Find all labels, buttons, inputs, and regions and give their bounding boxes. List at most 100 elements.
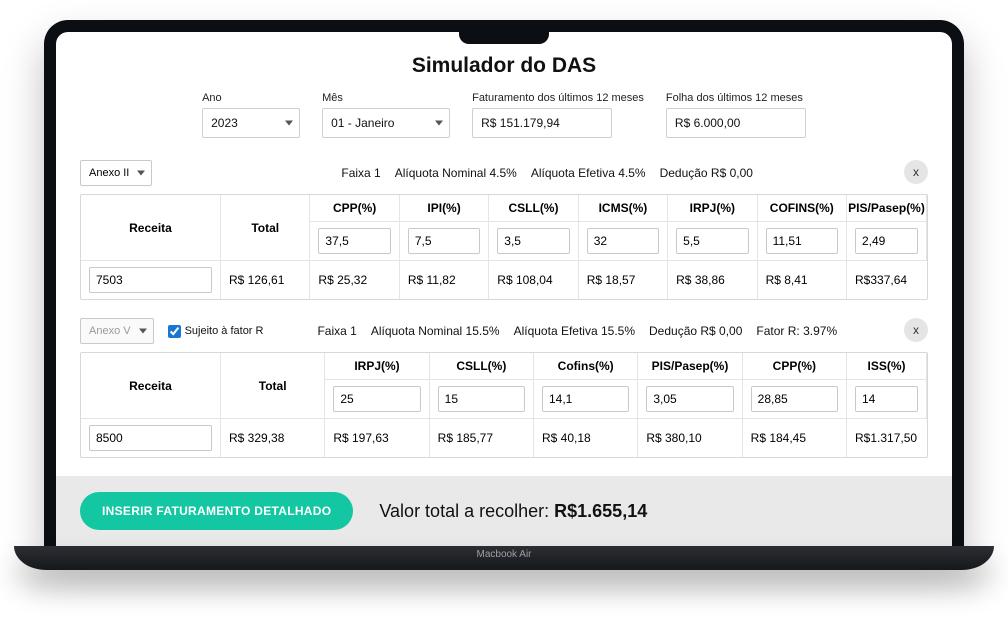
receita-cell bbox=[81, 261, 221, 299]
col-header: IPI(%) bbox=[400, 195, 489, 222]
percent-input[interactable] bbox=[855, 386, 918, 412]
anexo-block: Anexo II Faixa 1Alíquota Nominal 4.5%Alíq… bbox=[80, 160, 928, 300]
total-amount: R$1.655,14 bbox=[554, 501, 647, 521]
percent-input[interactable] bbox=[766, 228, 838, 254]
receita-header: Receita bbox=[81, 353, 221, 419]
revenue12-input[interactable]: R$ 151.179,94 bbox=[472, 108, 612, 138]
money-cell: R$ 126,61 bbox=[221, 261, 310, 299]
percent-cell bbox=[310, 222, 399, 261]
col-header: CPP(%) bbox=[743, 353, 847, 380]
total-text: Valor total a recolher: R$1.655,14 bbox=[379, 501, 647, 522]
percent-input[interactable] bbox=[855, 228, 918, 254]
page-title: Simulador do DAS bbox=[80, 54, 928, 78]
year-select[interactable]: 2023 bbox=[202, 108, 300, 138]
percent-cell bbox=[430, 380, 534, 419]
col-header: IRPJ(%) bbox=[325, 353, 429, 380]
month-select[interactable]: 01 - Janeiro bbox=[322, 108, 450, 138]
col-header: PIS/Pasep(%) bbox=[638, 353, 742, 380]
col-header: COFINS(%) bbox=[758, 195, 847, 222]
percent-cell bbox=[743, 380, 847, 419]
receita-input[interactable] bbox=[89, 267, 212, 293]
remove-anexo-button[interactable]: x bbox=[904, 160, 928, 184]
percent-input[interactable] bbox=[438, 386, 525, 412]
month-label: Mês bbox=[322, 92, 450, 104]
info-aliq_nominal: Alíquota Nominal 15.5% bbox=[371, 324, 500, 338]
receita-input[interactable] bbox=[89, 425, 212, 451]
percent-input[interactable] bbox=[542, 386, 629, 412]
year-value: 2023 bbox=[211, 116, 238, 130]
receita-header: Receita bbox=[81, 195, 221, 261]
camera-notch bbox=[459, 32, 549, 44]
anexo-info: Faixa 1 Alíquota Nominal 15.5% Alíquota Ef… bbox=[317, 324, 837, 338]
percent-cell bbox=[847, 380, 927, 419]
money-cell: R$ 185,77 bbox=[430, 419, 534, 457]
percent-cell bbox=[579, 222, 668, 261]
year-field: Ano 2023 bbox=[202, 92, 300, 138]
total-header: Total bbox=[221, 195, 310, 261]
year-label: Ano bbox=[202, 92, 300, 104]
percent-input[interactable] bbox=[408, 228, 480, 254]
money-cell: R$ 38,86 bbox=[668, 261, 757, 299]
payroll12-value: R$ 6.000,00 bbox=[675, 116, 740, 130]
total-label: Valor total a recolher: bbox=[379, 501, 554, 521]
chevron-down-icon bbox=[137, 171, 145, 176]
percent-input[interactable] bbox=[646, 386, 733, 412]
device-label: Macbook Air bbox=[476, 549, 531, 560]
col-header: PIS/Pasep(%) bbox=[847, 195, 927, 222]
money-cell: R$ 25,32 bbox=[310, 261, 399, 299]
col-header: ISS(%) bbox=[847, 353, 927, 380]
month-field: Mês 01 - Janeiro bbox=[322, 92, 450, 138]
payroll12-label: Folha dos últimos 12 meses bbox=[666, 92, 806, 104]
money-cell: R$ 380,10 bbox=[638, 419, 742, 457]
money-cell: R$ 329,38 bbox=[221, 419, 325, 457]
percent-input[interactable] bbox=[676, 228, 748, 254]
revenue12-label: Faturamento dos últimos 12 meses bbox=[472, 92, 644, 104]
percent-cell bbox=[534, 380, 638, 419]
anexo-info: Faixa 1Alíquota Nominal 4.5%Alíquota Efe… bbox=[341, 166, 753, 180]
percent-cell bbox=[325, 380, 429, 419]
percent-cell bbox=[847, 222, 927, 261]
payroll12-field: Folha dos últimos 12 meses R$ 6.000,00 bbox=[666, 92, 806, 138]
col-header: ICMS(%) bbox=[579, 195, 668, 222]
anexo-select[interactable]: Anexo II bbox=[80, 160, 152, 186]
col-header: IRPJ(%) bbox=[668, 195, 757, 222]
col-header: CSLL(%) bbox=[489, 195, 578, 222]
total-header: Total bbox=[221, 353, 325, 419]
percent-cell bbox=[400, 222, 489, 261]
percent-input[interactable] bbox=[751, 386, 838, 412]
info-faixa: Faixa 1 bbox=[317, 324, 356, 338]
insert-detailed-button[interactable]: INSERIR FATURAMENTO DETALHADO bbox=[80, 492, 353, 530]
percent-cell bbox=[489, 222, 578, 261]
chevron-down-icon bbox=[435, 121, 443, 126]
revenue12-field: Faturamento dos últimos 12 meses R$ 151.… bbox=[472, 92, 644, 138]
money-cell: R$ 40,18 bbox=[534, 419, 638, 457]
device-base: Macbook Air bbox=[14, 546, 994, 570]
money-cell: R$ 108,04 bbox=[489, 261, 578, 299]
info-aliq_nominal: Alíquota Nominal 4.5% bbox=[395, 166, 517, 180]
footer-bar: INSERIR FATURAMENTO DETALHADO Valor tota… bbox=[56, 476, 952, 546]
factor-r-label: Sujeito à fator R bbox=[185, 325, 264, 337]
percent-input[interactable] bbox=[587, 228, 659, 254]
chevron-down-icon bbox=[139, 329, 147, 334]
money-cell: R$ 11,82 bbox=[400, 261, 489, 299]
info-aliq_efetiva: Alíquota Efetiva 4.5% bbox=[531, 166, 646, 180]
remove-anexo-button[interactable]: x bbox=[904, 318, 928, 342]
col-header: Cofins(%) bbox=[534, 353, 638, 380]
percent-input[interactable] bbox=[497, 228, 569, 254]
anexo-grid: ReceitaCPP(%)IPI(%)CSLL(%)ICMS(%)IRPJ(%)… bbox=[80, 194, 928, 300]
revenue12-value: R$ 151.179,94 bbox=[481, 116, 560, 130]
percent-cell bbox=[668, 222, 757, 261]
payroll12-input[interactable]: R$ 6.000,00 bbox=[666, 108, 806, 138]
anexo-header-row: Anexo V Sujeito à fator R Faixa 1 Alíquota … bbox=[80, 318, 928, 344]
factor-r-checkbox[interactable]: Sujeito à fator R bbox=[168, 325, 264, 338]
percent-input[interactable] bbox=[318, 228, 390, 254]
anexo-select: Anexo V bbox=[80, 318, 154, 344]
factor-r-input[interactable] bbox=[168, 325, 181, 338]
row-total: R$337,64 bbox=[847, 261, 927, 299]
receita-cell bbox=[81, 419, 221, 457]
info-deducao: Dedução R$ 0,00 bbox=[649, 324, 742, 338]
info-aliq_efetiva: Alíquota Efetiva 15.5% bbox=[514, 324, 635, 338]
money-cell: R$ 197,63 bbox=[325, 419, 429, 457]
percent-input[interactable] bbox=[333, 386, 420, 412]
percent-cell bbox=[758, 222, 847, 261]
